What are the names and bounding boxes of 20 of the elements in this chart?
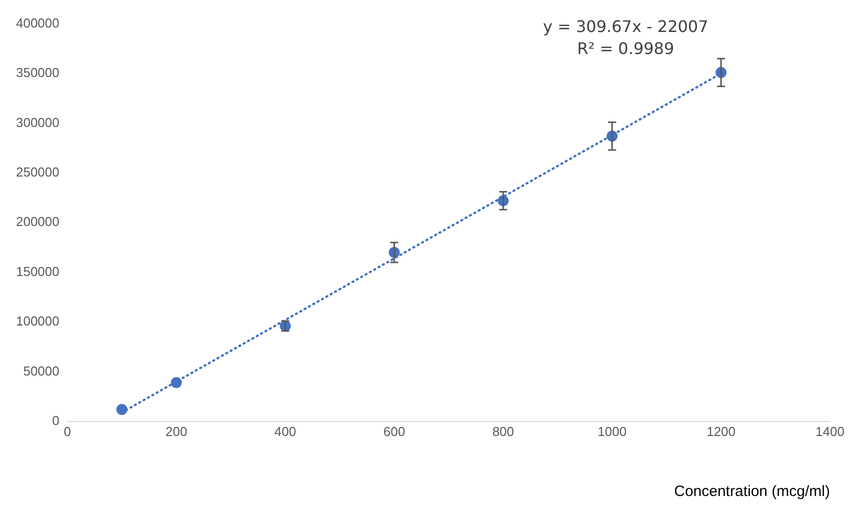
- x-tick-label: 1200: [706, 424, 736, 439]
- x-tick-label: 1000: [598, 424, 627, 439]
- x-axis-title: Concentration (mcg/ml): [674, 483, 830, 500]
- x-tick-label: 600: [383, 424, 406, 439]
- y-tick-label: 0: [52, 412, 60, 428]
- x-tick-label: 200: [165, 424, 188, 439]
- y-tick-label: 300000: [16, 114, 60, 130]
- x-tick-label: 0: [64, 424, 71, 439]
- x-tick-label: 400: [274, 424, 296, 439]
- y-tick-label: 400000: [16, 15, 60, 30]
- y-tick-label: 200000: [16, 214, 60, 230]
- x-tick-label: 1400: [816, 424, 844, 439]
- y-tick-label: 250000: [16, 164, 60, 180]
- y-tick-label: 350000: [16, 65, 60, 80]
- x-tick-label: 800: [492, 424, 514, 439]
- y-tick-label: 150000: [16, 264, 60, 279]
- y-tick-label: 100000: [16, 314, 60, 329]
- y-tick-label: 50000: [23, 363, 60, 378]
- annotation: y = 309.67x - 22007: [542, 17, 708, 36]
- annotation: R² = 0.9989: [577, 39, 674, 58]
